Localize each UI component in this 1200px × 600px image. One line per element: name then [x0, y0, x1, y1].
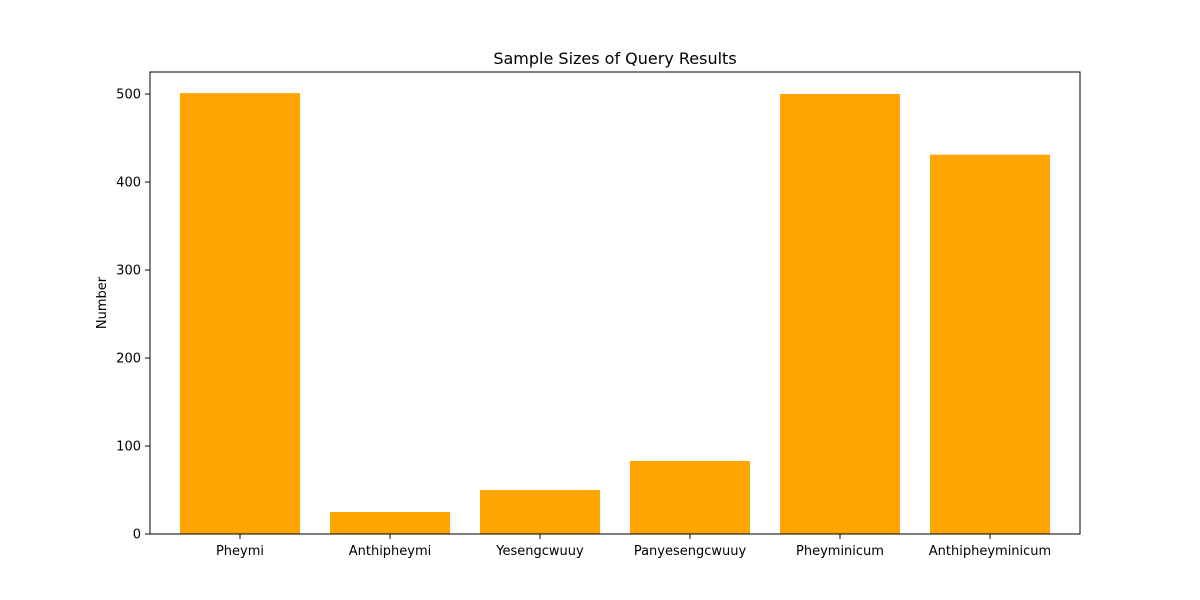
x-tick-label: Pheyminicum — [796, 544, 884, 559]
plot-frame — [149, 71, 1081, 535]
y-tick-label: 0 — [133, 528, 141, 543]
x-tick-label: Yesengcwuuy — [495, 544, 584, 559]
x-tick-label: Panyesengcwuuy — [634, 544, 747, 559]
bar-panyesengcwuuy — [630, 460, 750, 534]
y-axis-ticks: 0 100 200 300 400 500 — [116, 88, 150, 543]
y-tick-label: 100 — [116, 440, 141, 455]
y-tick-label: 300 — [116, 264, 141, 279]
bar-yesengcwuuy — [480, 490, 600, 534]
y-tick-label: 200 — [116, 352, 141, 367]
bar-anthipheyminicum — [930, 154, 1050, 534]
x-tick-label: Pheymi — [216, 544, 264, 559]
x-tick-label: Anthipheymi — [349, 544, 432, 559]
chart-title: Sample Sizes of Query Results — [493, 49, 736, 68]
y-axis-title: Number — [95, 276, 110, 329]
x-tick-label: Anthipheyminicum — [929, 544, 1051, 559]
y-tick-label: 400 — [116, 176, 141, 191]
bars-layer — [180, 93, 1050, 535]
bar-anthipheymi — [330, 512, 450, 534]
bar-pheymi — [180, 93, 300, 535]
bar-pheyminicum — [780, 94, 900, 534]
x-axis-ticks: Pheymi Anthipheymi Yesengcwuuy Panyesengcwu… — [216, 534, 1051, 559]
y-tick-label: 500 — [116, 88, 141, 103]
